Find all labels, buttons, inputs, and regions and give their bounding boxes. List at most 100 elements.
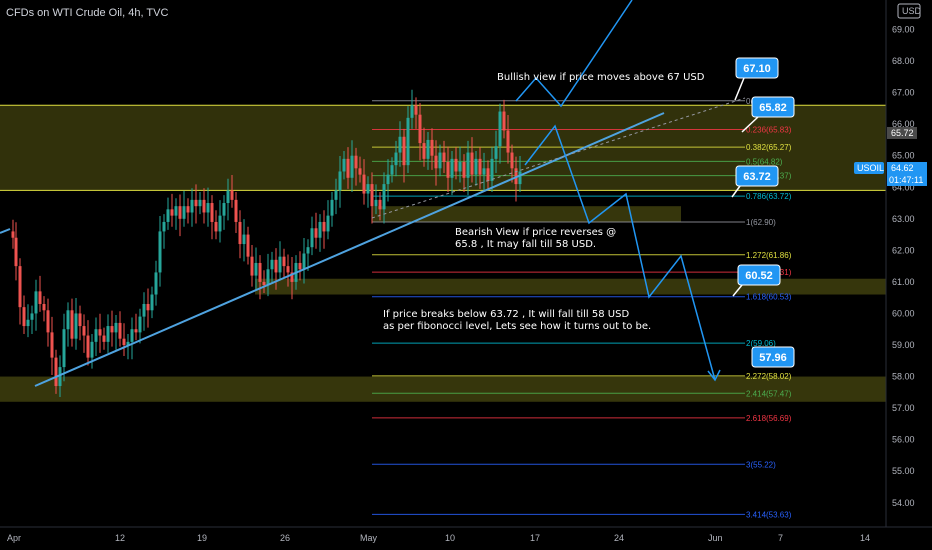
x-tick-label: Apr [7,533,21,543]
y-tick-label: 63.00 [892,214,915,224]
candle-body [222,203,226,216]
candle-body [322,221,326,232]
price-badge-label: 67.10 [743,63,771,75]
candle-body [278,256,282,273]
y-tick-label: 59.00 [892,340,915,350]
candle-body [174,206,178,216]
last-price-tag [887,126,917,139]
candle-body [270,259,274,270]
candle-body [462,162,466,178]
price-badge [751,346,795,368]
candle-body [66,310,70,330]
candle-body [58,367,62,387]
fib-label: 1.618(60.53) [746,293,792,302]
candle-body [230,190,234,200]
candle-body [162,221,166,232]
price-badge-label: 57.96 [759,352,787,364]
candle-body [82,326,86,336]
candle-body [34,291,38,314]
candle-body [426,139,430,159]
candle-body [266,269,270,286]
candle-body [298,262,302,270]
bearish-arrowhead [707,369,721,382]
candle-body [494,146,498,159]
candle-body [498,111,502,147]
candle-body [366,184,370,194]
fib-label: 0.786(63.72) [746,192,792,201]
candle-body [154,272,158,295]
candle-body [506,130,510,153]
candle-body [378,199,382,210]
badge-pointer [741,116,759,133]
trendline [34,112,665,387]
candle-body [450,158,454,178]
y-tick-label: 56.00 [892,435,915,445]
candle-body [258,262,262,282]
fib-label: 2.618(56.69) [746,414,792,423]
price-badge-label: 63.72 [743,171,771,183]
y-tick-label: 64.00 [892,182,915,192]
candle-body [186,206,190,213]
candle-body [354,155,358,169]
y-tick-label: 55.00 [892,466,915,476]
candle-body [210,203,214,222]
candle-body [454,158,458,172]
candle-body [482,168,486,175]
candle-body [486,168,490,181]
bullish-path [515,0,633,108]
y-tick-label: 61.00 [892,277,915,287]
breakdown-annotation-1: If price breaks below 63.72 , It will fa… [383,309,629,320]
candle-body [310,228,314,248]
candle-body [314,228,318,238]
candle-body [338,171,342,191]
badge-pointer [732,284,743,297]
fib-label: 2(59.06) [746,339,776,348]
candle-body [98,329,102,336]
candle-body [374,199,378,207]
candle-body [194,199,198,207]
candle-body [54,357,58,387]
bearish-annotation-2: 65.8 , It may fall till 58 USD. [455,239,596,250]
candle-body [466,152,470,178]
candle-body [490,158,494,181]
candle-body [30,313,34,320]
price-badge [751,96,795,118]
y-tick-label: 54.00 [892,498,915,508]
countdown-label: 01:47:11 [889,175,923,185]
candle-body [434,155,438,169]
candle-body [438,152,442,169]
fib-label: 0.5(64.82) [746,157,783,166]
candle-body [218,215,222,232]
candle-body [90,341,94,358]
bullish-annotation: Bullish view if price moves above 67 USD [497,72,705,83]
candle-body [106,326,110,342]
fib-label: 1.272(61.86) [746,251,792,260]
zone-63 [372,206,681,222]
candle-body [362,174,366,194]
candle-body [166,209,170,222]
price-badge [735,165,779,187]
symbol-tag [854,162,884,174]
candle-body [78,313,82,327]
candle-body [302,253,306,270]
trendline-stub [0,228,11,234]
candle-body [190,199,194,213]
candle-body [18,266,22,308]
candle-body [414,105,418,115]
badge-pointer [731,185,741,198]
candle-body [330,199,334,216]
candle-body [198,199,202,207]
candle-body [130,329,134,342]
candle-body [114,322,118,333]
currency-button[interactable] [897,3,921,19]
candle-body [126,341,130,345]
candle-body [138,316,142,333]
current-price-label: 64.62 [891,163,914,173]
price-badge-label: 60.52 [745,270,773,282]
candle-body [342,158,346,172]
candle-body [14,237,18,267]
candle-body [142,303,146,317]
fib-label: 3(55.22) [746,460,776,469]
candle-body [202,199,206,213]
